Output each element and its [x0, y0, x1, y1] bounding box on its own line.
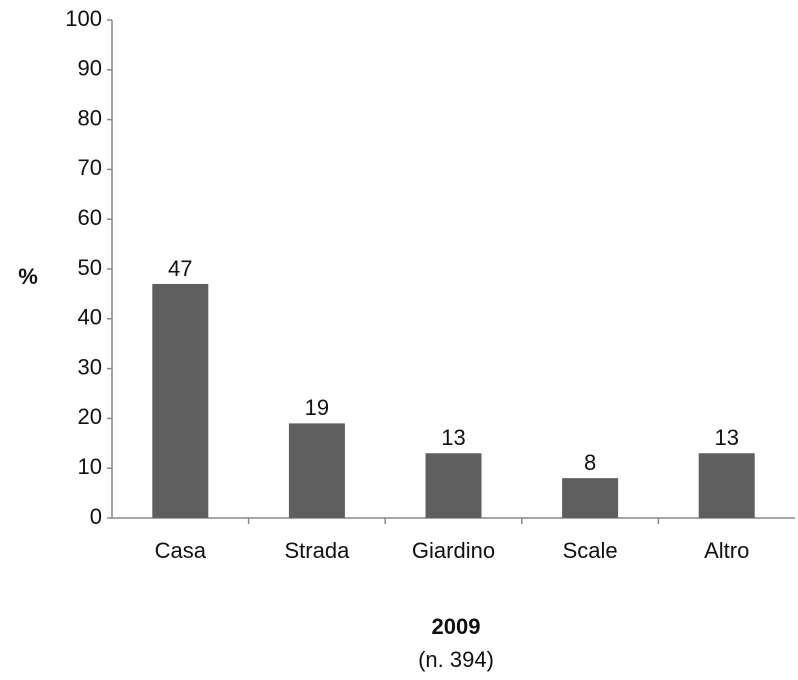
subtitle: (n. 394)	[418, 647, 494, 672]
bar	[425, 453, 482, 518]
y-tick-label: 100	[65, 6, 102, 31]
bar	[152, 283, 209, 518]
data-label: 47	[168, 256, 192, 281]
y-tick-label: 80	[78, 105, 102, 130]
bar	[698, 453, 755, 518]
x-tick-label: Altro	[704, 538, 749, 563]
x-tick-label: Strada	[284, 538, 350, 563]
y-axis-label: %	[18, 264, 38, 289]
data-label: 13	[441, 425, 465, 450]
data-label: 19	[305, 395, 329, 420]
y-tick-label: 50	[78, 255, 102, 280]
x-tick-label: Giardino	[412, 538, 495, 563]
y-tick-label: 20	[78, 404, 102, 429]
data-label: 13	[714, 425, 738, 450]
y-tick-label: 40	[78, 305, 102, 330]
y-tick-label: 0	[90, 504, 102, 529]
y-tick-label: 10	[78, 454, 102, 479]
y-tick-label: 90	[78, 56, 102, 81]
data-label: 8	[584, 450, 596, 475]
bar	[288, 423, 345, 518]
x-axis-label: 2009	[432, 614, 481, 639]
bar	[562, 478, 619, 518]
x-tick-label: Casa	[155, 538, 207, 563]
y-tick-label: 60	[78, 205, 102, 230]
x-tick-label: Scale	[563, 538, 618, 563]
y-tick-label: 70	[78, 155, 102, 180]
y-tick-label: 30	[78, 354, 102, 379]
